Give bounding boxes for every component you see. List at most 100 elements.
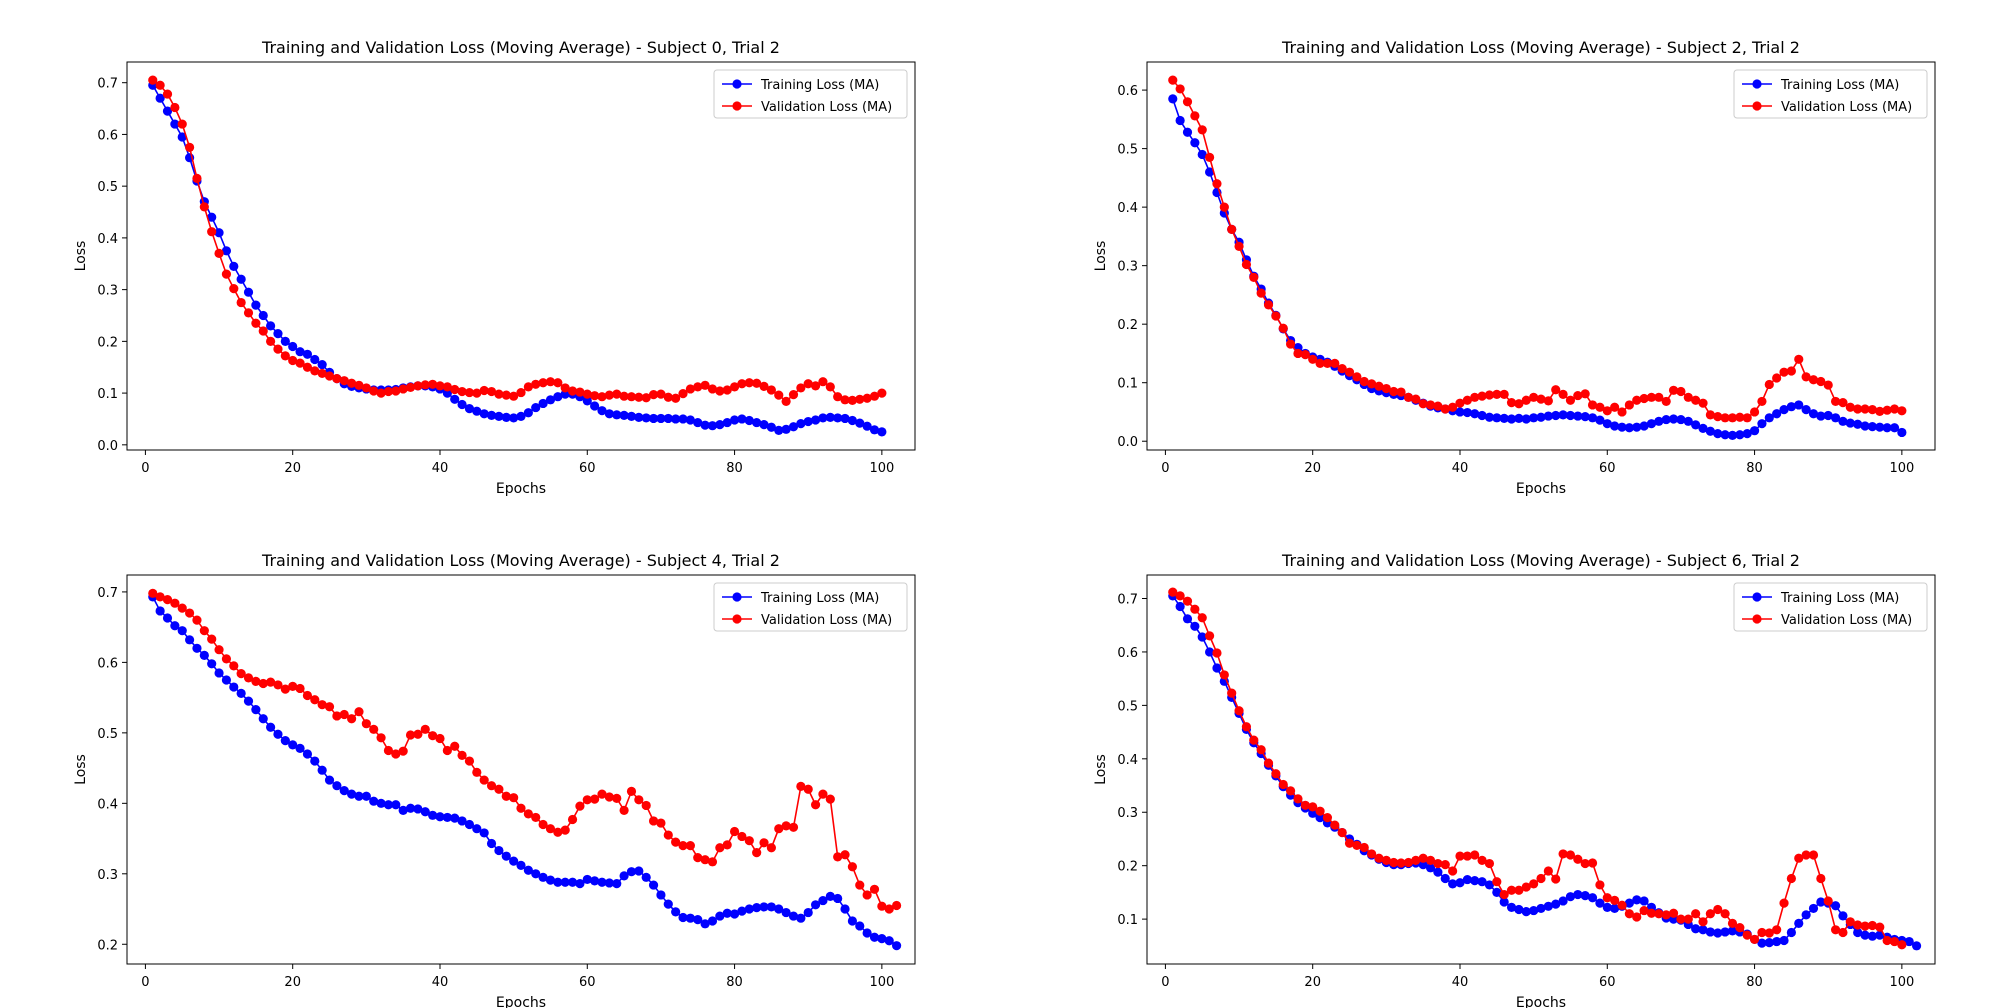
data-point bbox=[1359, 842, 1369, 853]
data-point bbox=[855, 921, 865, 931]
x-tick-label: 40 bbox=[1452, 975, 1469, 990]
legend: Training Loss (MA) Validation Loss (MA) bbox=[1733, 69, 1928, 119]
data-point bbox=[1727, 918, 1738, 928]
data-point bbox=[442, 812, 452, 823]
data-point bbox=[486, 838, 497, 849]
y-tick-label: 0.5 bbox=[97, 727, 118, 742]
data-point bbox=[545, 875, 556, 885]
x-tick-label: 80 bbox=[726, 975, 743, 990]
x-tick-label: 100 bbox=[869, 461, 894, 476]
data-point bbox=[1676, 414, 1686, 425]
data-point bbox=[501, 851, 511, 861]
data-point bbox=[339, 786, 349, 796]
y-tick-label: 0.6 bbox=[97, 656, 118, 671]
data-point bbox=[1823, 896, 1833, 906]
legend: Training Loss (MA) Validation Loss (MA) bbox=[713, 69, 908, 119]
legend-swatch-marker bbox=[1752, 614, 1762, 624]
data-point bbox=[671, 907, 681, 917]
data-point bbox=[450, 384, 460, 395]
legend-swatch-marker bbox=[732, 614, 742, 624]
data-point bbox=[604, 409, 614, 419]
data-point bbox=[148, 75, 158, 85]
data-point bbox=[803, 379, 813, 389]
data-point bbox=[494, 411, 504, 421]
data-point bbox=[1367, 849, 1377, 859]
data-point bbox=[634, 412, 644, 423]
data-point bbox=[1853, 419, 1863, 429]
data-point bbox=[295, 743, 305, 753]
legend-box bbox=[713, 69, 908, 119]
data-point bbox=[442, 745, 452, 756]
data-point bbox=[1610, 421, 1620, 431]
data-point bbox=[1573, 411, 1583, 421]
data-point bbox=[413, 729, 423, 739]
data-point bbox=[1875, 422, 1885, 432]
data-point bbox=[1315, 358, 1325, 368]
data-point bbox=[626, 392, 637, 402]
data-point bbox=[302, 690, 313, 701]
data-point bbox=[1676, 386, 1686, 397]
data-point bbox=[825, 794, 835, 804]
data-point bbox=[170, 598, 180, 608]
data-point bbox=[538, 378, 548, 388]
data-point bbox=[1470, 409, 1480, 419]
data-point bbox=[1683, 914, 1693, 924]
data-point bbox=[1779, 898, 1789, 908]
data-point bbox=[428, 379, 438, 389]
data-point bbox=[1455, 851, 1465, 861]
data-point bbox=[1897, 940, 1907, 950]
data-point bbox=[1735, 923, 1745, 933]
data-point bbox=[516, 411, 526, 421]
data-point bbox=[1499, 413, 1509, 423]
data-point bbox=[1448, 402, 1458, 412]
data-point bbox=[1587, 413, 1598, 423]
data-point bbox=[715, 911, 725, 921]
legend-label: Training Loss (MA) bbox=[1780, 591, 1899, 606]
data-point bbox=[435, 733, 445, 744]
data-point bbox=[560, 825, 570, 835]
data-point bbox=[884, 936, 894, 946]
data-point bbox=[162, 89, 173, 99]
legend-swatch-marker bbox=[1752, 592, 1762, 602]
data-point bbox=[1359, 376, 1369, 387]
data-point bbox=[1205, 152, 1215, 162]
data-point bbox=[1639, 905, 1649, 916]
y-tick-label: 0.6 bbox=[97, 128, 118, 143]
data-point bbox=[869, 425, 880, 435]
data-point bbox=[833, 893, 843, 904]
data-point bbox=[1587, 893, 1598, 903]
data-point bbox=[818, 377, 828, 387]
data-point bbox=[1742, 930, 1752, 940]
data-point bbox=[1190, 138, 1200, 148]
data-point bbox=[177, 132, 187, 142]
data-point bbox=[1727, 413, 1738, 423]
data-point bbox=[486, 781, 497, 791]
data-point bbox=[1691, 924, 1701, 934]
data-point bbox=[354, 791, 364, 801]
legend-label: Training Loss (MA) bbox=[760, 78, 879, 93]
data-point bbox=[1757, 927, 1767, 938]
data-point bbox=[744, 415, 754, 426]
data-point bbox=[626, 411, 637, 421]
data-point bbox=[1867, 405, 1877, 415]
data-point bbox=[582, 874, 592, 885]
x-tick-label: 100 bbox=[1889, 461, 1914, 476]
data-point bbox=[1867, 920, 1877, 931]
data-point bbox=[560, 877, 570, 887]
data-point bbox=[810, 381, 821, 391]
data-point bbox=[597, 877, 607, 887]
data-point bbox=[1249, 272, 1259, 282]
data-point bbox=[251, 705, 261, 715]
data-point bbox=[1632, 422, 1642, 432]
data-point bbox=[737, 831, 747, 842]
y-tick-label: 0.3 bbox=[97, 284, 118, 299]
data-point bbox=[1477, 877, 1487, 887]
data-point bbox=[464, 756, 475, 766]
data-point bbox=[1197, 125, 1207, 135]
y-tick-label: 0.4 bbox=[1117, 201, 1138, 216]
data-point bbox=[428, 810, 438, 820]
data-point bbox=[545, 377, 556, 387]
data-point bbox=[553, 827, 563, 837]
chart-title: Training and Validation Loss (Moving Ave… bbox=[261, 38, 780, 57]
data-point bbox=[1315, 812, 1325, 823]
